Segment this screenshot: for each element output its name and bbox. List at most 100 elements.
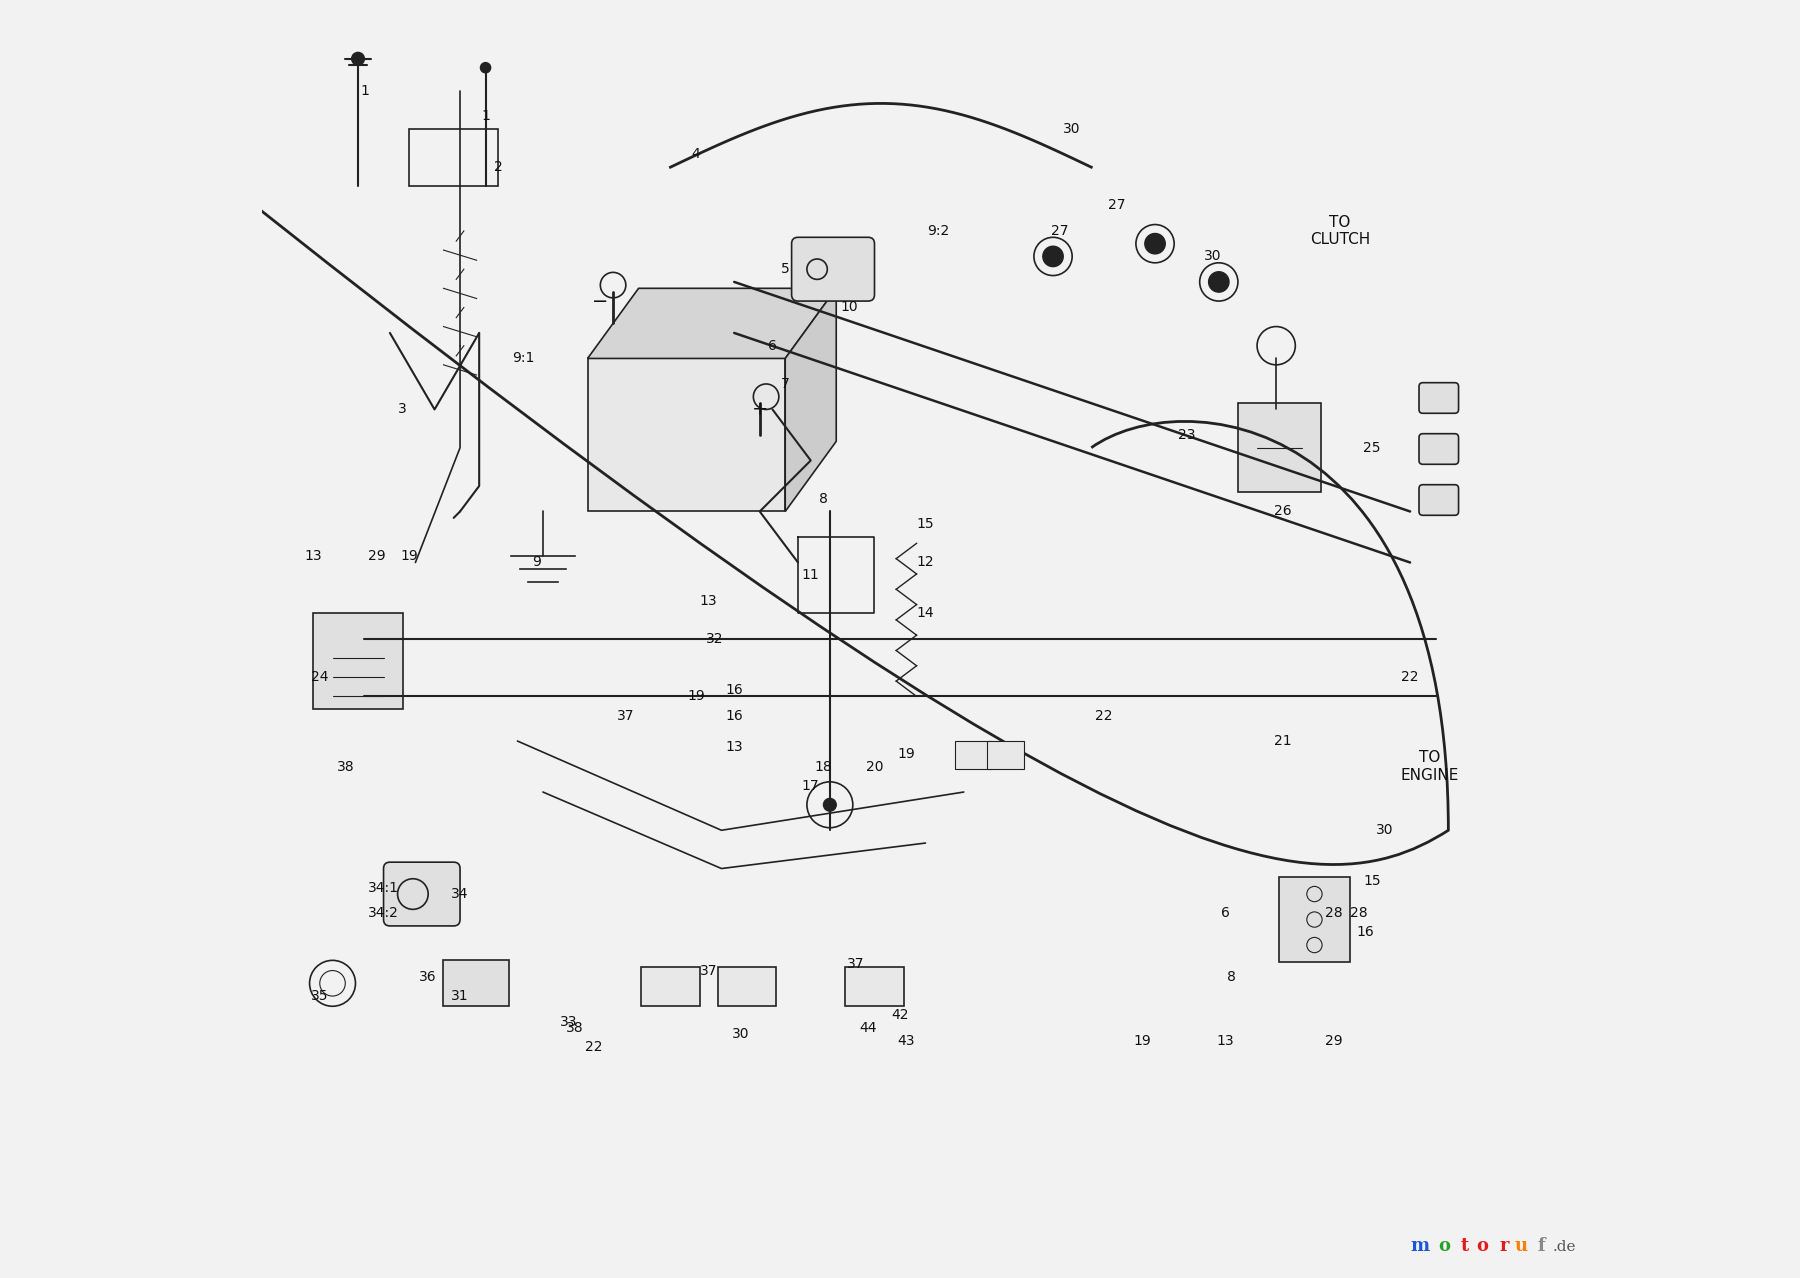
Text: 33: 33 — [560, 1015, 578, 1029]
Text: 1: 1 — [360, 83, 369, 97]
Text: 42: 42 — [891, 1008, 909, 1022]
Text: 3: 3 — [398, 403, 407, 417]
Text: 19: 19 — [1134, 1034, 1152, 1048]
Circle shape — [1145, 234, 1165, 254]
Text: 31: 31 — [452, 989, 468, 1003]
FancyBboxPatch shape — [313, 613, 403, 709]
Text: o: o — [1476, 1237, 1489, 1255]
FancyBboxPatch shape — [1238, 403, 1321, 492]
Text: 27: 27 — [1109, 198, 1125, 212]
Text: 7: 7 — [781, 377, 790, 391]
Text: 4: 4 — [691, 147, 700, 161]
Text: 35: 35 — [311, 989, 329, 1003]
Text: 8: 8 — [819, 492, 828, 506]
Text: 17: 17 — [803, 778, 819, 792]
Text: 23: 23 — [1179, 428, 1195, 442]
Text: 20: 20 — [866, 759, 884, 773]
FancyBboxPatch shape — [718, 966, 776, 1006]
Text: TO
ENGINE: TO ENGINE — [1400, 750, 1458, 782]
Text: 32: 32 — [706, 633, 724, 645]
Text: o: o — [1438, 1237, 1451, 1255]
Text: 37: 37 — [700, 964, 718, 978]
Text: 44: 44 — [859, 1021, 877, 1035]
Text: −: − — [592, 291, 608, 311]
Text: 28: 28 — [1325, 906, 1343, 920]
Text: 26: 26 — [1274, 505, 1291, 519]
Text: 16: 16 — [1357, 925, 1375, 939]
Text: .de: .de — [1553, 1240, 1577, 1254]
Text: 5: 5 — [781, 262, 790, 276]
Text: 22: 22 — [1094, 708, 1112, 722]
Text: 27: 27 — [1051, 224, 1067, 238]
Text: 43: 43 — [898, 1034, 914, 1048]
Circle shape — [1042, 247, 1064, 267]
Text: 9:2: 9:2 — [927, 224, 949, 238]
Text: m: m — [1409, 1237, 1429, 1255]
Text: 24: 24 — [311, 670, 329, 684]
FancyBboxPatch shape — [1418, 433, 1458, 464]
FancyBboxPatch shape — [954, 741, 992, 769]
Text: 37: 37 — [846, 957, 864, 971]
Text: 29: 29 — [1325, 1034, 1343, 1048]
Text: 6: 6 — [769, 339, 778, 353]
Text: 38: 38 — [565, 1021, 583, 1035]
Text: 22: 22 — [585, 1040, 603, 1054]
Text: 29: 29 — [369, 550, 385, 564]
Text: TO
CLUTCH: TO CLUTCH — [1310, 215, 1370, 247]
Polygon shape — [587, 289, 837, 358]
Text: 14: 14 — [916, 607, 934, 621]
Circle shape — [1208, 272, 1229, 293]
Text: 21: 21 — [1274, 734, 1291, 748]
Text: r: r — [1499, 1237, 1508, 1255]
Text: 15: 15 — [1363, 874, 1381, 888]
Text: 38: 38 — [337, 759, 355, 773]
Text: 30: 30 — [1064, 121, 1082, 135]
Text: 13: 13 — [700, 594, 718, 608]
Text: 34:1: 34:1 — [367, 881, 400, 895]
Text: 9: 9 — [533, 556, 542, 570]
FancyBboxPatch shape — [792, 238, 875, 302]
Text: f: f — [1537, 1237, 1546, 1255]
Circle shape — [481, 63, 491, 73]
FancyBboxPatch shape — [1278, 878, 1350, 961]
Text: 2: 2 — [493, 160, 502, 174]
Text: 6: 6 — [1220, 906, 1229, 920]
Text: 1: 1 — [481, 109, 490, 123]
Text: 11: 11 — [801, 569, 819, 583]
Polygon shape — [587, 358, 785, 511]
Text: 19: 19 — [400, 550, 418, 564]
Text: t: t — [1462, 1237, 1469, 1255]
FancyBboxPatch shape — [986, 741, 1024, 769]
FancyBboxPatch shape — [1418, 382, 1458, 413]
Text: 10: 10 — [841, 300, 859, 314]
Text: 25: 25 — [1363, 441, 1381, 455]
FancyBboxPatch shape — [443, 960, 509, 1006]
Text: 13: 13 — [1217, 1034, 1235, 1048]
Text: 19: 19 — [898, 746, 914, 760]
Circle shape — [351, 52, 364, 65]
Text: 16: 16 — [725, 708, 743, 722]
Text: 22: 22 — [1402, 670, 1418, 684]
Text: 30: 30 — [1204, 249, 1220, 263]
Text: 36: 36 — [419, 970, 437, 984]
FancyBboxPatch shape — [846, 966, 904, 1006]
Text: 34: 34 — [452, 887, 468, 901]
Text: +: + — [751, 400, 769, 419]
Polygon shape — [785, 289, 837, 511]
Text: 30: 30 — [733, 1028, 749, 1042]
Text: 13: 13 — [304, 550, 322, 564]
Text: 8: 8 — [1228, 970, 1237, 984]
Text: 16: 16 — [725, 682, 743, 697]
Text: 34:2: 34:2 — [367, 906, 400, 920]
Text: 9:1: 9:1 — [513, 351, 535, 366]
Text: 28: 28 — [1350, 906, 1368, 920]
Text: 19: 19 — [688, 689, 706, 703]
Text: 13: 13 — [725, 740, 743, 754]
FancyBboxPatch shape — [383, 863, 461, 927]
Text: 37: 37 — [617, 708, 635, 722]
Text: u: u — [1514, 1237, 1528, 1255]
Text: 15: 15 — [916, 518, 934, 532]
Text: 12: 12 — [916, 556, 934, 570]
FancyBboxPatch shape — [641, 966, 700, 1006]
Text: 18: 18 — [815, 759, 832, 773]
